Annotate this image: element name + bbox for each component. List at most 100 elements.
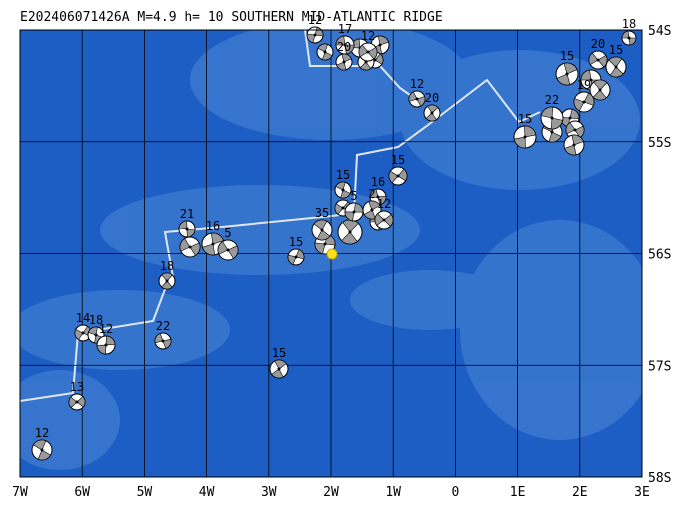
beachball-center <box>343 43 347 47</box>
beachball-center <box>211 242 215 246</box>
beachball <box>621 30 637 46</box>
beachball <box>311 219 333 241</box>
depth-label: 15 <box>518 112 532 126</box>
beachball <box>589 79 611 101</box>
depth-label: 12 <box>410 77 424 91</box>
compression-quadrant <box>96 335 116 355</box>
compression-quadrant <box>33 439 51 461</box>
beachball-center <box>94 333 98 337</box>
beachball-center <box>382 218 386 222</box>
compression-quadrant <box>161 272 173 290</box>
lat-label: 56S <box>648 248 671 263</box>
beachball <box>337 219 363 245</box>
lat-label: 55S <box>648 136 671 151</box>
beachball <box>358 42 378 62</box>
beachball-center <box>294 255 298 259</box>
beachball-center <box>415 97 419 101</box>
depth-label: 18 <box>622 17 636 31</box>
compression-quadrant <box>621 30 637 46</box>
depth-label: 15 <box>336 168 350 182</box>
beachball-center <box>568 116 572 120</box>
beachball <box>605 56 627 78</box>
compression-quadrant <box>573 92 595 112</box>
depth-label: 17 <box>338 22 352 36</box>
compression-quadrant <box>341 219 359 245</box>
beachball-center <box>376 195 380 199</box>
depth-label: 15 <box>391 153 405 167</box>
compression-quadrant <box>178 220 196 238</box>
axis-labels: 7W 6W 5W 4W 3W 2W 1W 0 1E 2E 3E 54S 55S 56S 57S 58S 18 15… <box>12 13 671 500</box>
beachball-center <box>342 60 346 64</box>
beachball <box>287 248 305 266</box>
depth-label: 15 <box>560 49 574 63</box>
lon-label: 0 <box>451 485 459 500</box>
depth-label: 22 <box>545 93 559 107</box>
depth-label: 18 <box>89 313 103 327</box>
beachball-center <box>313 33 317 37</box>
beachball-center <box>165 279 169 283</box>
beachball-center <box>341 206 345 210</box>
beachball <box>344 202 364 222</box>
depth-label: 19 <box>577 78 591 92</box>
plate-boundary <box>20 78 541 402</box>
lon-label: 3W <box>261 485 277 500</box>
beachball <box>555 62 579 86</box>
beachball <box>408 90 426 108</box>
beachball-center <box>627 36 631 40</box>
depth-label: 5 <box>350 189 357 203</box>
beachball <box>540 106 564 130</box>
beachball <box>565 120 585 140</box>
depth-label: 20 <box>591 37 605 51</box>
beachball <box>423 104 441 122</box>
lon-label: 4W <box>199 485 215 500</box>
lon-label: 7W <box>12 485 28 500</box>
depth-label: 14 <box>76 311 90 325</box>
beachball <box>374 210 394 230</box>
beachball-center <box>589 78 593 82</box>
compression-quadrant <box>540 106 564 130</box>
compression-quadrant <box>317 43 333 61</box>
beachball <box>158 272 176 290</box>
beachball <box>563 134 585 156</box>
beachball <box>179 236 201 258</box>
beachball-center <box>396 174 400 178</box>
compression-quadrant <box>608 56 624 78</box>
beachball-center <box>75 400 79 404</box>
beachball-center <box>161 339 165 343</box>
epicenter <box>326 248 338 260</box>
depth-label: 12 <box>35 426 49 440</box>
depth-label: 2 <box>368 187 375 201</box>
beachball-center <box>550 130 554 134</box>
depth-label: 20 <box>425 91 439 105</box>
depth-label: 18 <box>160 259 174 273</box>
beachball <box>335 53 353 71</box>
beachball <box>388 166 408 186</box>
depth-label: 20 <box>337 40 351 54</box>
beachball-center <box>523 135 527 139</box>
beachball-center <box>348 230 352 234</box>
lon-label: 2E <box>572 485 588 500</box>
compression-quadrant <box>313 219 331 241</box>
beachball <box>335 35 355 55</box>
depth-label: 16 <box>206 219 220 233</box>
compression-quadrant <box>335 181 351 199</box>
beachball-center <box>366 50 370 54</box>
depth-label: 22 <box>156 319 170 333</box>
beachball-center <box>81 331 85 335</box>
beachball-center <box>341 188 345 192</box>
beachball <box>269 359 289 379</box>
lon-label: 2W <box>323 485 339 500</box>
beachball-center <box>550 116 554 120</box>
beachball-center <box>370 208 374 212</box>
depth-label: 12 <box>99 322 113 336</box>
compression-quadrant <box>556 62 578 86</box>
lon-label: 1E <box>510 485 526 500</box>
beachball-center <box>614 65 618 69</box>
beachball-center <box>430 111 434 115</box>
lon-label: 5W <box>137 485 153 500</box>
focal-mechanisms <box>31 26 637 461</box>
depth-label: 13 <box>70 380 84 394</box>
beachball <box>178 220 196 238</box>
beachball-center <box>323 50 327 54</box>
beachball-center <box>582 100 586 104</box>
